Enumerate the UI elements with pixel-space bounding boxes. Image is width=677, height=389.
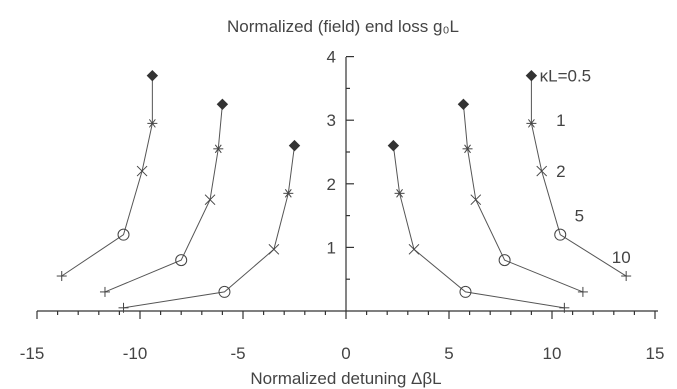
series-label: 1: [556, 111, 565, 130]
marker-circle: [218, 285, 231, 298]
marker-diamond: [146, 69, 159, 82]
y-tick-label: 1: [327, 238, 336, 257]
x-axis-label: Normalized detuning ΔβL: [250, 369, 441, 388]
x-tick-label: -5: [230, 344, 245, 363]
y-tick-label: 2: [327, 175, 336, 194]
marker-diamond: [288, 139, 301, 152]
marker-diamond: [216, 98, 229, 111]
marker-x: [136, 165, 148, 177]
series-label: κL=0.5: [540, 67, 592, 86]
series-label: 5: [575, 207, 584, 226]
marker-plus: [118, 302, 129, 313]
y-ticks: 1 2 3 4: [327, 48, 354, 280]
x-tick-label: 15: [646, 344, 665, 363]
series-line-0-left: [61, 75, 153, 277]
x-tick-label: -10: [123, 344, 148, 363]
marker-plus: [559, 302, 570, 313]
marker-star: [394, 189, 405, 198]
marker-x: [268, 243, 280, 255]
marker-plus: [56, 271, 67, 282]
x-ticks: -15 -10 -5 0 5 10 15: [20, 311, 665, 363]
series-label: 10: [612, 248, 631, 267]
series-line-2-right: [392, 145, 565, 309]
x-tick-label: 5: [444, 344, 453, 363]
marker-diamond: [457, 98, 470, 111]
marker-x: [408, 243, 420, 255]
marker-star: [147, 119, 158, 128]
markers: [56, 69, 632, 313]
marker-star: [283, 189, 294, 198]
marker-plus: [577, 286, 588, 297]
series-line-1-left: [104, 104, 223, 293]
marker-x: [204, 194, 216, 206]
chart-title: Normalized (field) end loss g₀L: [227, 17, 459, 36]
marker-diamond: [387, 139, 400, 152]
series-line-2-left: [123, 145, 295, 309]
series-line-0-right: [530, 75, 627, 277]
y-tick-label: 3: [327, 111, 336, 130]
series-lines: [61, 75, 627, 309]
marker-circle: [554, 228, 567, 241]
x-tick-label: 10: [543, 344, 562, 363]
y-tick-label: 4: [327, 48, 336, 67]
marker-circle: [175, 254, 188, 267]
marker-circle: [498, 254, 511, 267]
series-labels: κL=0.5 1 2 5 10: [540, 67, 631, 267]
x-tick-label: -15: [20, 344, 45, 363]
marker-diamond: [525, 69, 538, 82]
marker-plus: [621, 271, 632, 282]
marker-plus: [99, 286, 110, 297]
marker-x: [536, 165, 548, 177]
marker-star: [462, 144, 473, 154]
marker-circle: [459, 285, 472, 298]
series-line-1-right: [462, 104, 584, 293]
marker-star: [213, 144, 224, 154]
marker-x: [470, 194, 482, 206]
series-label: 2: [556, 162, 565, 181]
marker-star: [526, 119, 537, 128]
x-tick-label: 0: [341, 344, 350, 363]
marker-circle: [117, 228, 130, 241]
